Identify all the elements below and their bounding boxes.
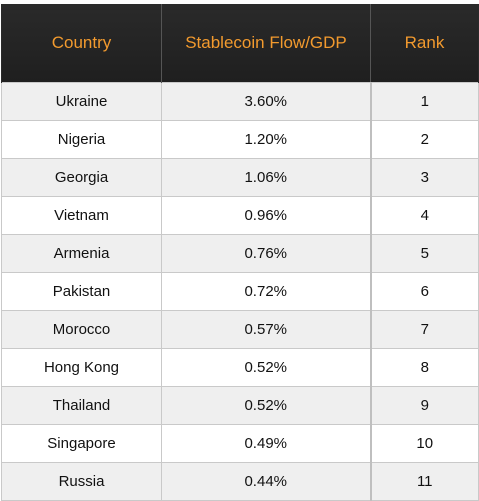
- rank-cell: 4: [369, 196, 479, 235]
- rank-cell: 9: [369, 386, 479, 425]
- table-row: Russia 0.44% 11: [1, 462, 479, 501]
- stablecoin-flow-table: Country Stablecoin Flow/GDP Rank Ukraine…: [1, 4, 479, 501]
- rank-cell: 7: [369, 310, 479, 349]
- country-cell: Morocco: [1, 310, 162, 349]
- column-header-flow: Stablecoin Flow/GDP: [161, 4, 371, 83]
- country-cell: Thailand: [1, 386, 162, 425]
- country-cell: Ukraine: [1, 82, 162, 121]
- flow-cell: 0.76%: [161, 234, 371, 273]
- country-cell: Vietnam: [1, 196, 162, 235]
- table-row: Hong Kong 0.52% 8: [1, 348, 479, 387]
- flow-cell: 0.52%: [161, 386, 371, 425]
- rank-cell: 3: [369, 158, 479, 197]
- flow-cell: 0.49%: [161, 424, 371, 463]
- flow-cell: 1.20%: [161, 120, 371, 159]
- table-row: Singapore 0.49% 10: [1, 424, 479, 463]
- table-row: Georgia 1.06% 3: [1, 158, 479, 197]
- rank-cell: 2: [369, 120, 479, 159]
- country-cell: Russia: [1, 462, 162, 501]
- rank-cell: 8: [369, 348, 479, 387]
- rank-cell: 5: [369, 234, 479, 273]
- flow-cell: 0.44%: [161, 462, 371, 501]
- rank-cell: 6: [369, 272, 479, 311]
- country-cell: Georgia: [1, 158, 162, 197]
- country-cell: Hong Kong: [1, 348, 162, 387]
- country-cell: Armenia: [1, 234, 162, 273]
- column-header-country: Country: [1, 4, 162, 83]
- column-header-rank: Rank: [370, 4, 479, 83]
- flow-cell: 0.57%: [161, 310, 371, 349]
- table-row: Thailand 0.52% 9: [1, 386, 479, 425]
- table-row: Morocco 0.57% 7: [1, 310, 479, 349]
- table-header: Country Stablecoin Flow/GDP Rank: [1, 4, 479, 83]
- rank-cell: 1: [369, 82, 479, 121]
- table-row: Nigeria 1.20% 2: [1, 120, 479, 159]
- flow-cell: 3.60%: [161, 82, 371, 121]
- flow-cell: 0.72%: [161, 272, 371, 311]
- table-row: Armenia 0.76% 5: [1, 234, 479, 273]
- table-row: Vietnam 0.96% 4: [1, 196, 479, 235]
- country-cell: Pakistan: [1, 272, 162, 311]
- table-row: Pakistan 0.72% 6: [1, 272, 479, 311]
- flow-cell: 0.52%: [161, 348, 371, 387]
- table-body: Ukraine 3.60% 1 Nigeria 1.20% 2 Georgia …: [1, 82, 479, 501]
- country-cell: Singapore: [1, 424, 162, 463]
- flow-cell: 1.06%: [161, 158, 371, 197]
- header-row: Country Stablecoin Flow/GDP Rank: [1, 4, 479, 83]
- country-cell: Nigeria: [1, 120, 162, 159]
- table-row: Ukraine 3.60% 1: [1, 82, 479, 121]
- flow-cell: 0.96%: [161, 196, 371, 235]
- rank-cell: 11: [369, 462, 479, 501]
- rank-cell: 10: [369, 424, 479, 463]
